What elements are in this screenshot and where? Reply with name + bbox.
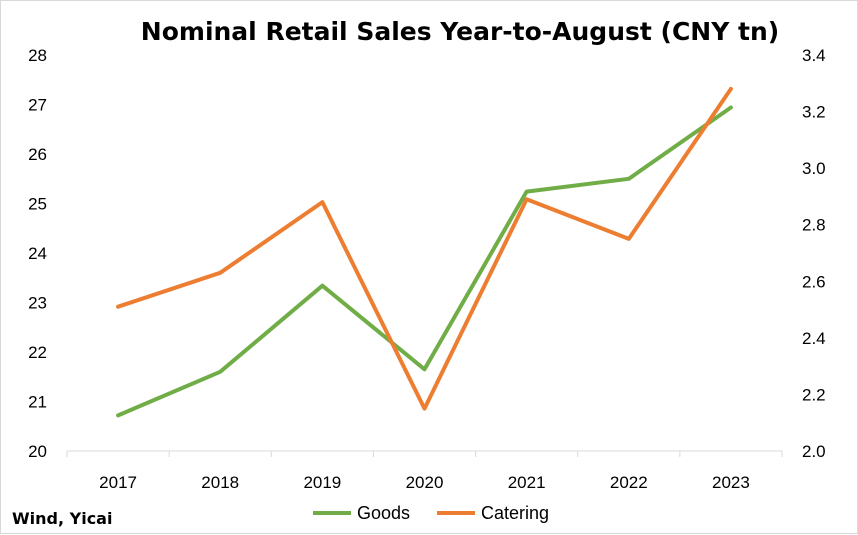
right-y-axis: 2.0 2.2 2.4 2.6 2.8 3.0 3.2 3.4 xyxy=(802,46,826,461)
x-tick-label: 2018 xyxy=(201,473,239,492)
x-tick-label: 2022 xyxy=(610,473,648,492)
x-tick-label: 2021 xyxy=(508,473,546,492)
legend-label-goods: Goods xyxy=(357,503,410,523)
right-y-tick-label: 2.6 xyxy=(802,272,826,291)
series-line-catering xyxy=(116,86,733,411)
x-tick-label: 2017 xyxy=(99,473,137,492)
left-y-tick-label: 27 xyxy=(28,96,47,115)
source-note: Wind, Yicai xyxy=(12,509,112,528)
right-y-tick-label: 2.2 xyxy=(802,385,826,404)
x-axis: 2017 2018 2019 2020 2021 2022 2023 xyxy=(66,451,783,492)
left-y-tick-label: 24 xyxy=(28,244,47,263)
x-tick-label: 2019 xyxy=(303,473,341,492)
left-y-tick-label: 22 xyxy=(28,343,47,362)
legend: Goods Catering xyxy=(313,503,549,523)
right-y-tick-label: 3.4 xyxy=(802,46,826,65)
left-y-tick-label: 21 xyxy=(28,393,47,412)
left-y-axis: 20 21 22 23 24 25 26 27 28 xyxy=(28,46,47,461)
left-y-tick-label: 28 xyxy=(28,46,47,65)
left-y-tick-label: 23 xyxy=(28,294,47,313)
right-y-tick-label: 2.8 xyxy=(802,216,826,235)
right-y-tick-label: 3.2 xyxy=(802,103,826,122)
x-tick-label: 2023 xyxy=(712,473,750,492)
right-y-tick-label: 2.0 xyxy=(802,442,826,461)
x-tick-label: 2020 xyxy=(406,473,444,492)
legend-label-catering: Catering xyxy=(481,503,549,523)
left-y-tick-label: 20 xyxy=(28,442,47,461)
series-line-goods xyxy=(116,105,733,418)
series-layer xyxy=(116,86,733,418)
right-y-tick-label: 3.0 xyxy=(802,159,826,178)
left-y-tick-label: 25 xyxy=(28,195,47,214)
right-y-tick-label: 2.4 xyxy=(802,329,826,348)
left-y-tick-label: 26 xyxy=(28,145,47,164)
chart-title: Nominal Retail Sales Year-to-August (CNY… xyxy=(141,17,779,46)
